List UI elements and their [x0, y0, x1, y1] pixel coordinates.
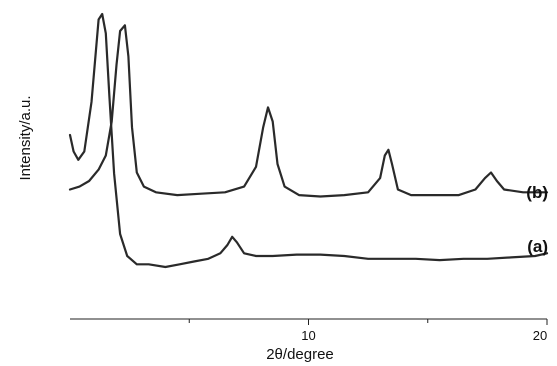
x-axis-label: 2θ/degree	[266, 346, 334, 363]
plot-area	[68, 12, 549, 269]
x-axis-ticks: 10 20	[188, 319, 548, 343]
y-axis-label: Intensity/a.u.	[17, 95, 34, 180]
series-line-b	[68, 24, 549, 198]
series-line-a	[68, 12, 549, 269]
series-labels: (a) (b)	[526, 183, 548, 256]
series-label-a: (a)	[527, 237, 548, 256]
x-tick-label: 20	[533, 328, 547, 343]
series-label-b: (b)	[526, 183, 548, 202]
x-tick-label: 10	[301, 328, 315, 343]
